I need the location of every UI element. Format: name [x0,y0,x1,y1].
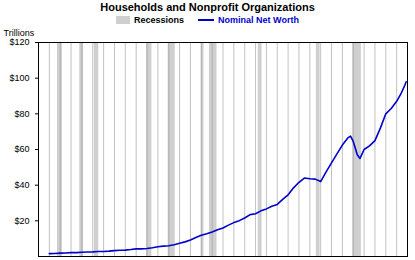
svg-text:$100: $100 [9,73,29,83]
svg-text:$20: $20 [14,216,29,226]
html-text:Nominal Net Worth: Nominal Net Worth [218,15,299,25]
svg-text:$40: $40 [14,180,29,190]
svg-text:$60: $60 [14,144,29,154]
svg-text:$80: $80 [14,109,29,119]
svg-text:Trillions: Trillions [4,28,35,38]
html-text:Households and Nonprofit Organ: Households and Nonprofit Organizations [100,1,315,13]
html-text:Recessions: Recessions [134,15,185,25]
svg-text:$120: $120 [9,37,29,47]
